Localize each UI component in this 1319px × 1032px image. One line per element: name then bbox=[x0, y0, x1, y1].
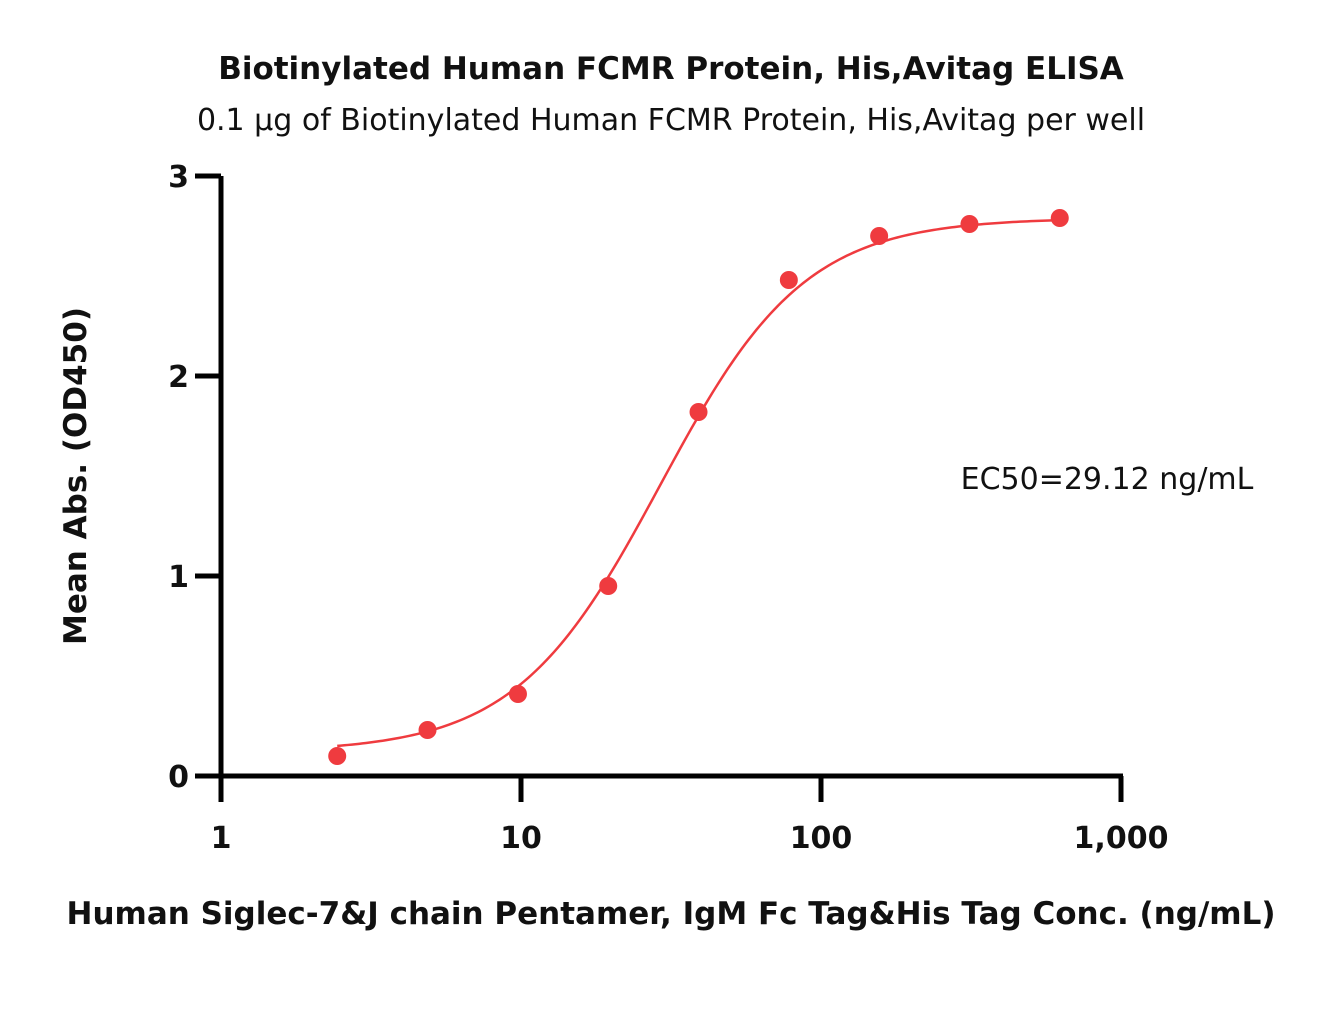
data-point bbox=[328, 747, 347, 765]
x-axis-label: Human Siglec-7&J chain Pentamer, IgM Fc … bbox=[67, 896, 1276, 932]
x-tick-label: 10 bbox=[500, 821, 542, 856]
y-axis-label: Mean Abs. (OD450) bbox=[58, 307, 94, 645]
y-tick-label: 1 bbox=[168, 560, 189, 595]
data-point bbox=[418, 721, 437, 739]
data-point bbox=[779, 271, 798, 289]
data-point bbox=[689, 403, 708, 421]
fit-curve bbox=[337, 218, 1060, 748]
ec50-annotation: EC50=29.12 ng/mL bbox=[961, 462, 1254, 497]
data-point bbox=[960, 215, 979, 233]
x-tick-label: 1,000 bbox=[1074, 821, 1169, 856]
data-points bbox=[328, 209, 1069, 765]
data-point bbox=[508, 685, 527, 703]
x-ticks: 1 10 100 1,000 bbox=[211, 776, 1169, 856]
y-tick-label: 0 bbox=[168, 760, 189, 795]
chart-title: Biotinylated Human FCMR Protein, His,Avi… bbox=[218, 51, 1124, 87]
x-tick-label: 1 bbox=[211, 821, 232, 856]
y-ticks: 0 1 2 3 bbox=[168, 160, 221, 795]
y-tick-label: 3 bbox=[168, 160, 189, 195]
data-point bbox=[599, 577, 618, 595]
x-tick-label: 100 bbox=[790, 821, 853, 856]
chart-subtitle: 0.1 µg of Biotinylated Human FCMR Protei… bbox=[197, 103, 1145, 138]
data-point bbox=[870, 227, 889, 245]
data-point bbox=[1050, 209, 1069, 227]
y-tick-label: 2 bbox=[168, 360, 189, 395]
